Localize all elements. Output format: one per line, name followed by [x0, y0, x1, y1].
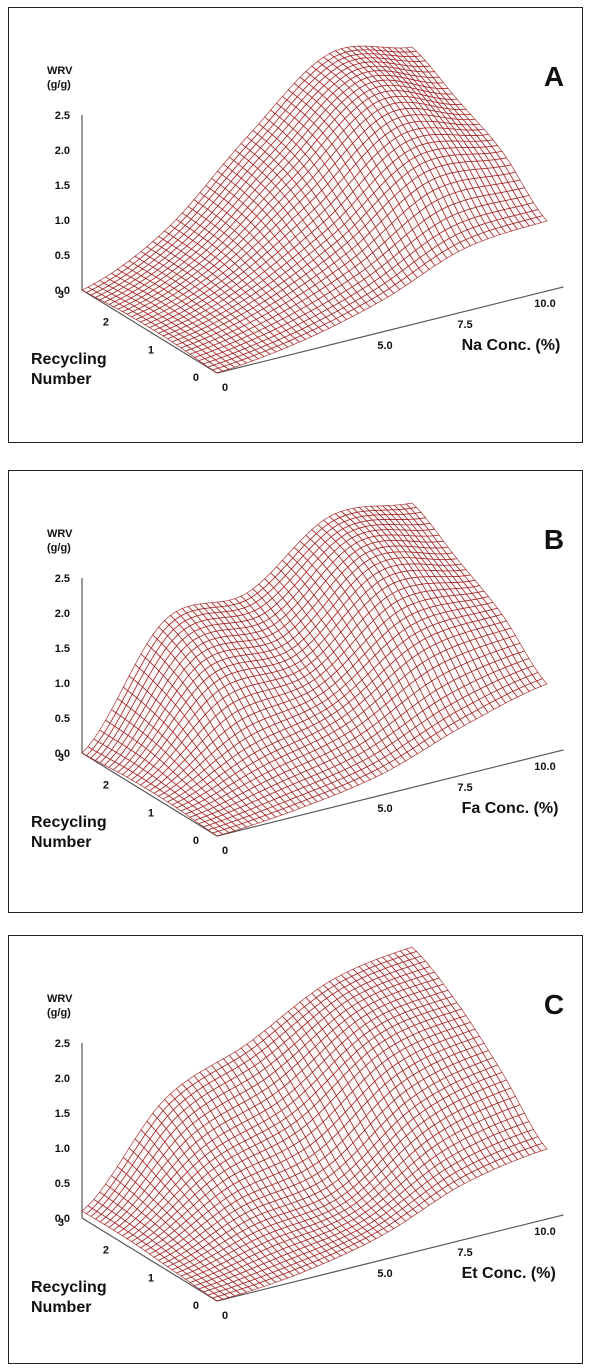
chart-panel-a: A WRV (g/g) 2.5 2.0 1.5 1.0 0.5 0.0 0 5.0 7.5 10.0 0 1…	[8, 7, 583, 443]
surface-plot-b: BWRV(g/g)2.52.01.51.00.50.005.07.510.001…	[9, 471, 584, 914]
y-axis-title-c-line1: Recycling	[31, 1279, 107, 1296]
z-tick-label: 2.5	[55, 110, 70, 122]
y-axis-title-a-line1: Recycling	[31, 351, 107, 368]
x-tick-label: 7.5	[457, 1247, 472, 1259]
y-axis-title-b-line2: Number	[31, 834, 91, 851]
surface-plot-a: AWRV(g/g)2.52.01.51.00.50.005.07.510.001…	[9, 8, 584, 444]
chart-panel-c: C WRV (g/g) 2.5 2.0 1.5 1.0 0.5 0.0 0 5.0 7.5 10.0 0 1…	[8, 935, 583, 1364]
y-tick-label: 1	[148, 344, 154, 356]
surface-mesh-a	[82, 46, 547, 373]
z-tick-label: 2.0	[55, 608, 70, 620]
surface-mesh-c	[82, 947, 547, 1301]
y-tick-label: 1	[148, 807, 154, 819]
z-tick-label: 1.0	[55, 215, 70, 227]
z-tick-label: 2.0	[55, 1073, 70, 1085]
x-tick-label: 5.0	[377, 340, 392, 352]
panel-letter-a: A	[544, 61, 564, 92]
x-tick-label: 0	[222, 1310, 228, 1322]
z-tick-label: 1.5	[55, 180, 70, 192]
chart-panel-b: B WRV (g/g) 2.5 2.0 1.5 1.0 0.5 0.0 0 5.0 7.5 10.0 0 1…	[8, 470, 583, 913]
y-tick-label: 2	[103, 1245, 109, 1257]
y-tick-label: 3	[58, 752, 64, 764]
z-tick-label: 1.0	[55, 678, 70, 690]
z-axis-label-c-line1: WRV	[47, 993, 73, 1005]
z-tick-label: 1.5	[55, 643, 70, 655]
y-tick-label: 0	[193, 835, 199, 847]
x-tick-label: 7.5	[457, 782, 472, 794]
y-tick-label: 2	[103, 317, 109, 329]
z-tick-label: 2.5	[55, 1038, 70, 1050]
x-tick-label: 10.0	[534, 1226, 555, 1238]
x-tick-label: 0	[222, 382, 228, 394]
x-tick-label: 10.0	[534, 298, 555, 310]
y-tick-label: 3	[58, 289, 64, 301]
z-axis-label-c-line2: (g/g)	[47, 1007, 71, 1019]
x-axis-title-b: Fa Conc. (%)	[462, 800, 559, 817]
z-axis-label-a-line2: (g/g)	[47, 79, 71, 91]
z-axis-label-b-line1: WRV	[47, 528, 73, 540]
x-tick-label: 0	[222, 845, 228, 857]
y-tick-label: 0	[193, 372, 199, 384]
y-tick-label: 0	[193, 1300, 199, 1312]
panel-letter-c: C	[544, 989, 564, 1020]
x-tick-label: 5.0	[377, 803, 392, 815]
y-axis-title-c-line2: Number	[31, 1299, 91, 1316]
z-tick-label: 2.0	[55, 145, 70, 157]
y-axis-title-a-line2: Number	[31, 371, 91, 388]
y-tick-label: 3	[58, 1217, 64, 1229]
y-tick-label: 1	[148, 1272, 154, 1284]
x-axis-title-c: Et Conc. (%)	[462, 1265, 556, 1282]
z-axis-label-a-line1: WRV	[47, 65, 73, 77]
z-axis-label-b-line2: (g/g)	[47, 542, 71, 554]
z-tick-label: 1.0	[55, 1143, 70, 1155]
z-tick-label: 0.5	[55, 250, 70, 262]
x-tick-label: 10.0	[534, 761, 555, 773]
surface-plot-c: CWRV(g/g)2.52.01.51.00.50.005.07.510.001…	[9, 936, 584, 1365]
x-tick-label: 7.5	[457, 319, 472, 331]
z-tick-label: 0.5	[55, 1178, 70, 1190]
z-tick-label: 0.5	[55, 713, 70, 725]
z-tick-label: 2.5	[55, 573, 70, 585]
y-tick-label: 2	[103, 780, 109, 792]
surface-mesh-b	[82, 503, 547, 836]
y-axis-title-b-line1: Recycling	[31, 814, 107, 831]
x-axis-title-a: Na Conc. (%)	[462, 337, 561, 354]
z-tick-label: 1.5	[55, 1108, 70, 1120]
x-tick-label: 5.0	[377, 1268, 392, 1280]
panel-letter-b: B	[544, 524, 564, 555]
